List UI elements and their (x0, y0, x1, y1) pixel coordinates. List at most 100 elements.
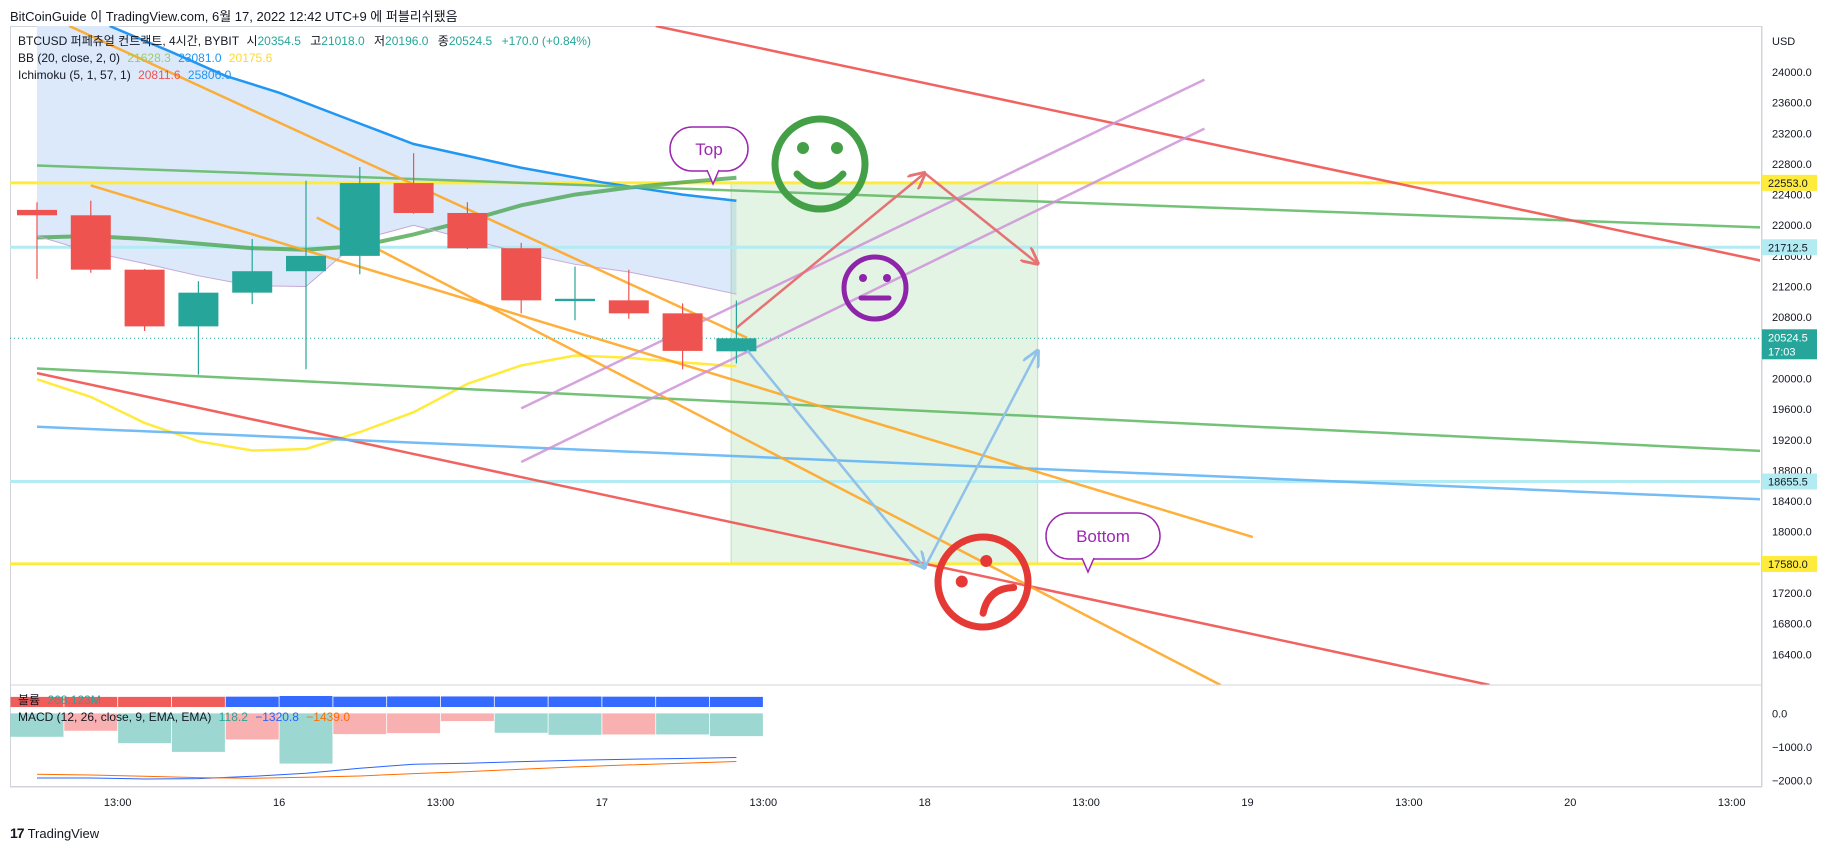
y-tick-8: 20800.0 (1772, 312, 1812, 324)
trendline-violet-9 (520, 127, 1206, 464)
macd-hist-bar-6 (333, 713, 387, 735)
y-tick-2: 23200.0 (1772, 128, 1812, 140)
last-price-badge (1762, 329, 1817, 360)
x-tick-4: 13:00 (750, 797, 778, 809)
volume-bar-5 (279, 696, 333, 707)
tradingview-footer[interactable]: 17 TradingView (10, 825, 99, 841)
trendline-violet-8 (520, 78, 1206, 410)
trendline-orange-6 (90, 184, 1254, 539)
projection-blue-leg-1 (746, 349, 925, 568)
candle-body-4 (232, 271, 273, 293)
x-tick-8: 13:00 (1395, 797, 1423, 809)
bottom-callout-tail (1081, 557, 1095, 574)
y-tick-5: 22000.0 (1772, 220, 1812, 232)
trendline-red-2 (655, 26, 1760, 262)
legend-low-label: 저 (374, 34, 386, 48)
bottom-callout: Bottom (1045, 512, 1161, 574)
volume-bar-12 (656, 696, 710, 707)
y-tick-17: 17200.0 (1772, 588, 1812, 600)
volume-bar-2 (118, 696, 172, 707)
level-label-1: 21712.5 (1768, 242, 1808, 254)
volume-bar-3 (171, 696, 225, 707)
annotation-layer: Top Bottom (669, 115, 1161, 631)
y-tick-14: 18400.0 (1772, 496, 1812, 508)
legend-bb[interactable]: BB (20, close, 2, 0) 21628.3 23081.0 201… (18, 51, 276, 65)
bollinger-basis-line (36, 175, 737, 252)
projection-red-leg-2 (923, 172, 1038, 263)
projection-blue-leg-2 (923, 351, 1038, 569)
y-tick-18: 16800.0 (1772, 619, 1812, 631)
x-tick-2: 13:00 (427, 797, 455, 809)
legend-volume[interactable]: 볼륨 268.123M (18, 693, 105, 707)
legend-bb-upper: 23081.0 (178, 51, 222, 65)
y-tick-19: 16400.0 (1772, 649, 1812, 661)
macd-hist-bar-11 (602, 713, 656, 735)
axis-layer: USD24000.023600.023200.022800.022400.022… (10, 26, 1817, 809)
y-tick-12: 19200.0 (1772, 435, 1812, 447)
legend-symbol[interactable]: BTCUSD 퍼페츄얼 컨트랙트, 4시간, BYBIT (18, 34, 240, 48)
candle-body-2 (124, 269, 165, 327)
ichimoku-cloud (37, 26, 737, 295)
volume-bar-10 (548, 696, 602, 707)
legend-open-value: 20354.5 (257, 34, 301, 48)
neutral-face-icon (841, 254, 909, 322)
volume-macd-pane (10, 684, 1762, 780)
level-label-bg-2 (1762, 473, 1817, 490)
y-tick-0: 24000.0 (1772, 67, 1812, 79)
legend-main: BTCUSD 퍼페츄얼 컨트랙트, 4시간, BYBIT 시20354.5 고2… (18, 34, 595, 48)
macd-hist-bar-0 (10, 713, 64, 737)
x-tick-10: 13:00 (1718, 797, 1746, 809)
legend-bb-basis: 21628.3 (127, 51, 171, 65)
legend-ichimoku[interactable]: Ichimoku (5, 1, 57, 1) 20811.6 25806.0 (18, 68, 235, 82)
volume-bar-0 (10, 696, 64, 707)
legend-open-label: 시 (246, 34, 258, 48)
legend-volume-title: 볼륨 (18, 693, 41, 707)
horizontal-levels-layer (10, 181, 1760, 566)
last-price-countdown: 17:03 (1768, 346, 1796, 358)
candle-body-1 (70, 215, 111, 270)
level-label-3: 17580.0 (1768, 559, 1808, 571)
legend-high-value: 21018.0 (321, 34, 365, 48)
y-tick-1: 23600.0 (1772, 98, 1812, 110)
tradingview-brand: TradingView (27, 825, 100, 841)
level-label-0: 22553.0 (1768, 178, 1808, 190)
top-callout-label: Top (695, 140, 722, 159)
candle-body-13 (716, 338, 757, 352)
candle-body-3 (178, 292, 219, 327)
macd-hist-bar-7 (387, 713, 441, 734)
candle-body-0 (17, 209, 57, 216)
macd-hist-bar-1 (64, 713, 118, 731)
x-tick-0: 13:00 (104, 797, 132, 809)
ichimoku-a-line (36, 224, 737, 295)
x-tick-3: 17 (596, 797, 608, 809)
candle-body-12 (662, 313, 703, 351)
candle-body-7 (393, 183, 434, 213)
legend-macd-hist: 118.2 (218, 710, 248, 724)
level-label-2: 18655.5 (1768, 477, 1808, 489)
level-label-bg-3 (1762, 555, 1817, 572)
legend-ichimoku-title: Ichimoku (5, 1, 57, 1) (18, 68, 131, 82)
last-price-label: 20524.5 (1768, 332, 1808, 344)
top-callout-tail (706, 169, 720, 186)
legend-macd[interactable]: MACD (12, 26, close, 9, EMA, EMA) 118.2 … (18, 710, 354, 724)
legend-macd-title: MACD (12, 26, close, 9, EMA, EMA) (18, 710, 212, 724)
x-tick-9: 20 (1564, 797, 1576, 809)
top-callout: Top (669, 126, 749, 186)
level-label-bg-0 (1762, 174, 1817, 191)
legend-bb-lower: 20175.6 (228, 51, 273, 65)
y-tick-7: 21200.0 (1772, 282, 1812, 294)
legend-close-label: 종 (437, 34, 449, 48)
projection-red-leg-1 (735, 173, 924, 329)
legend-ichimoku-b: 25806.0 (187, 68, 232, 82)
volume-bar-6 (333, 696, 387, 707)
x-tick-7: 19 (1241, 797, 1253, 809)
macd-hist-bar-12 (656, 713, 710, 735)
macd-hist-bar-2 (118, 713, 172, 744)
legend-macd-signal: −1439.0 (306, 710, 350, 724)
macd-hist-bar-5 (279, 713, 333, 764)
candle-body-6 (339, 183, 380, 256)
trendline-orange-7 (316, 216, 1222, 685)
macd-hist-bar-13 (709, 713, 763, 737)
projection-layer (735, 172, 1038, 569)
